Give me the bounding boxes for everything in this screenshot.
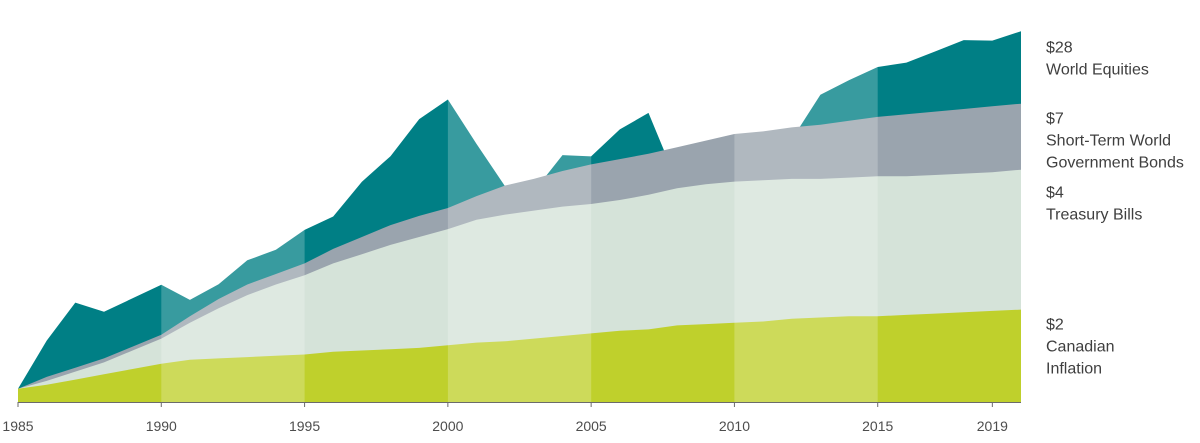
shaded-band-2 bbox=[447, 6, 592, 402]
series-end-labels: $28 World Equities $7 Short-Term World Gover… bbox=[1046, 39, 1184, 377]
series-name: Short-Term World bbox=[1046, 133, 1171, 150]
shaded-band-3 bbox=[734, 6, 878, 402]
x-tick-label-1985: 1985 bbox=[2, 418, 33, 434]
series-end-value: $4 bbox=[1046, 185, 1064, 202]
x-tick-label-2000: 2000 bbox=[432, 418, 463, 434]
shaded-bands-layer bbox=[161, 6, 878, 402]
x-tick-label-1990: 1990 bbox=[146, 418, 177, 434]
shaded-band-1 bbox=[161, 6, 305, 402]
x-tick-label-1995: 1995 bbox=[289, 418, 320, 434]
x-tick-label-2010: 2010 bbox=[719, 418, 750, 434]
series-name: World Equities bbox=[1046, 61, 1149, 78]
x-axis: 1985 1990 1995 2000 2005 2010 2015 2019 bbox=[2, 402, 1021, 434]
series-name: Government Bonds bbox=[1046, 155, 1184, 172]
series-end-value: $2 bbox=[1046, 317, 1064, 334]
x-tick-label-2005: 2005 bbox=[576, 418, 607, 434]
series-name: Canadian bbox=[1046, 339, 1115, 356]
series-label-canadian-inflation: $2 Canadian Inflation bbox=[1046, 317, 1115, 378]
series-label-world-equities: $28 World Equities bbox=[1046, 39, 1149, 78]
series-name: Inflation bbox=[1046, 361, 1102, 378]
x-tick-label-2019: 2019 bbox=[977, 418, 1008, 434]
areas-layer bbox=[18, 31, 1021, 402]
series-label-treasury-bills: $4 Treasury Bills bbox=[1046, 185, 1142, 224]
series-end-value: $7 bbox=[1046, 111, 1064, 128]
series-name: Treasury Bills bbox=[1046, 207, 1142, 224]
area-canadian-inflation bbox=[18, 309, 1021, 402]
x-tick-label-2015: 2015 bbox=[862, 418, 893, 434]
series-end-value: $28 bbox=[1046, 39, 1073, 56]
series-label-short-term-world-government-bonds: $7 Short-Term World Government Bonds bbox=[1046, 111, 1184, 172]
